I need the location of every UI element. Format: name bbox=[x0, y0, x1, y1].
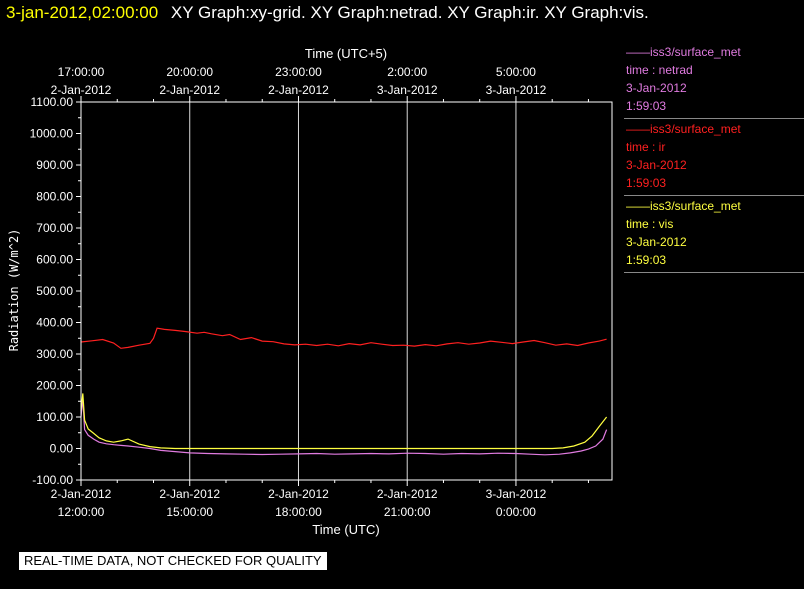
y-tick-label: 600.00 bbox=[36, 253, 73, 267]
top-axis-label: Time (UTC+5) bbox=[305, 46, 387, 61]
series-layer bbox=[80, 327, 608, 456]
graph-title-grid: XY Graph:xy-grid. bbox=[170, 3, 306, 22]
y-tick-label: 900.00 bbox=[36, 158, 73, 172]
x-tick-label-date: 2-Jan-2012 bbox=[159, 487, 220, 501]
legend-source: ——iss3/surface_met bbox=[626, 199, 741, 213]
legend-time: 1:59:03 bbox=[626, 176, 667, 190]
x-tick-label-date: 2-Jan-2012 bbox=[51, 487, 112, 501]
x-tick-label-time: 21:00:00 bbox=[384, 505, 431, 519]
y-tick-label: 500.00 bbox=[36, 284, 73, 298]
top-tick-label-time: 20:00:00 bbox=[166, 65, 213, 79]
graph-title-netrad: XY Graph:netrad. bbox=[310, 3, 443, 22]
y-tick-label: 100.00 bbox=[36, 410, 73, 424]
legend-entry-ir: ——iss3/surface_met time : ir 3-Jan-2012 … bbox=[624, 119, 804, 196]
x-tick-label-time: 15:00:00 bbox=[166, 505, 213, 519]
plot-frame bbox=[80, 101, 613, 481]
legend-series: time : ir bbox=[626, 140, 666, 154]
title-bar: 3-jan-2012,02:00:00 XY Graph:xy-grid. XY… bbox=[6, 3, 649, 23]
top-tick-label-time: 23:00:00 bbox=[275, 65, 322, 79]
y-axis-label: Radiation (W/m^2) bbox=[7, 229, 21, 352]
grid-layer bbox=[189, 102, 517, 480]
y-tick-label: 800.00 bbox=[36, 190, 73, 204]
x-tick-label-date: 2-Jan-2012 bbox=[377, 487, 438, 501]
top-tick-label-time: 5:00:00 bbox=[496, 65, 536, 79]
y-tick-label: 1000.00 bbox=[30, 127, 74, 141]
y-tick-label: 1100.00 bbox=[31, 95, 74, 109]
x-tick-label-time: 12:00:00 bbox=[58, 505, 105, 519]
top-tick-label-date: 3-Jan-2012 bbox=[377, 83, 438, 97]
top-tick-label-date: 2-Jan-2012 bbox=[159, 83, 220, 97]
legend-series: time : vis bbox=[626, 217, 674, 231]
legend-entry-netrad: ——iss3/surface_met time : netrad 3-Jan-2… bbox=[624, 42, 804, 119]
legend-date: 3-Jan-2012 bbox=[626, 235, 687, 249]
graph-title-vis: XY Graph:vis. bbox=[544, 3, 649, 22]
top-tick-label-time: 17:00:00 bbox=[58, 65, 105, 79]
legend-time: 1:59:03 bbox=[626, 99, 667, 113]
legend-source: ——iss3/surface_met bbox=[626, 45, 741, 59]
timestamp-label: 3-jan-2012,02:00:00 bbox=[6, 3, 159, 22]
top-tick-label-date: 3-Jan-2012 bbox=[486, 83, 547, 97]
y-tick-label: 200.00 bbox=[36, 379, 73, 393]
legend-source: ——iss3/surface_met bbox=[626, 122, 741, 136]
y-tick-label: 300.00 bbox=[36, 347, 73, 361]
y-tick-label: 400.00 bbox=[36, 316, 73, 330]
top-tick-label-date: 2-Jan-2012 bbox=[268, 83, 329, 97]
legend-entry-vis: ——iss3/surface_met time : vis 3-Jan-2012… bbox=[624, 196, 804, 273]
axis-layer: -100.00 0.00 100.00 200.00 300.00 400.00 500.0… bbox=[30, 65, 613, 519]
top-tick-label-date: 2-Jan-2012 bbox=[51, 83, 112, 97]
y-tick-label: 700.00 bbox=[36, 221, 73, 235]
series-line-ir bbox=[80, 327, 607, 349]
series-line-netrad bbox=[80, 398, 608, 456]
x-tick-label-time: 0:00:00 bbox=[496, 505, 536, 519]
graph-title-ir: XY Graph:ir. bbox=[447, 3, 540, 22]
x-tick-label-time: 18:00:00 bbox=[275, 505, 322, 519]
legend-time: 1:59:03 bbox=[626, 253, 667, 267]
series-line-vis bbox=[80, 393, 608, 450]
legend-series: time : netrad bbox=[626, 63, 693, 77]
x-axis-label: Time (UTC) bbox=[312, 522, 379, 537]
quality-disclaimer: REAL-TIME DATA, NOT CHECKED FOR QUALITY bbox=[19, 552, 327, 570]
legend: ——iss3/surface_met time : netrad 3-Jan-2… bbox=[624, 42, 804, 273]
legend-date: 3-Jan-2012 bbox=[626, 158, 687, 172]
x-tick-label-date: 2-Jan-2012 bbox=[268, 487, 329, 501]
legend-date: 3-Jan-2012 bbox=[626, 81, 687, 95]
top-tick-label-time: 2:00:00 bbox=[387, 65, 427, 79]
y-tick-label: 0.00 bbox=[50, 442, 74, 456]
y-tick-label: -100.00 bbox=[32, 473, 73, 487]
x-tick-label-date: 3-Jan-2012 bbox=[486, 487, 547, 501]
